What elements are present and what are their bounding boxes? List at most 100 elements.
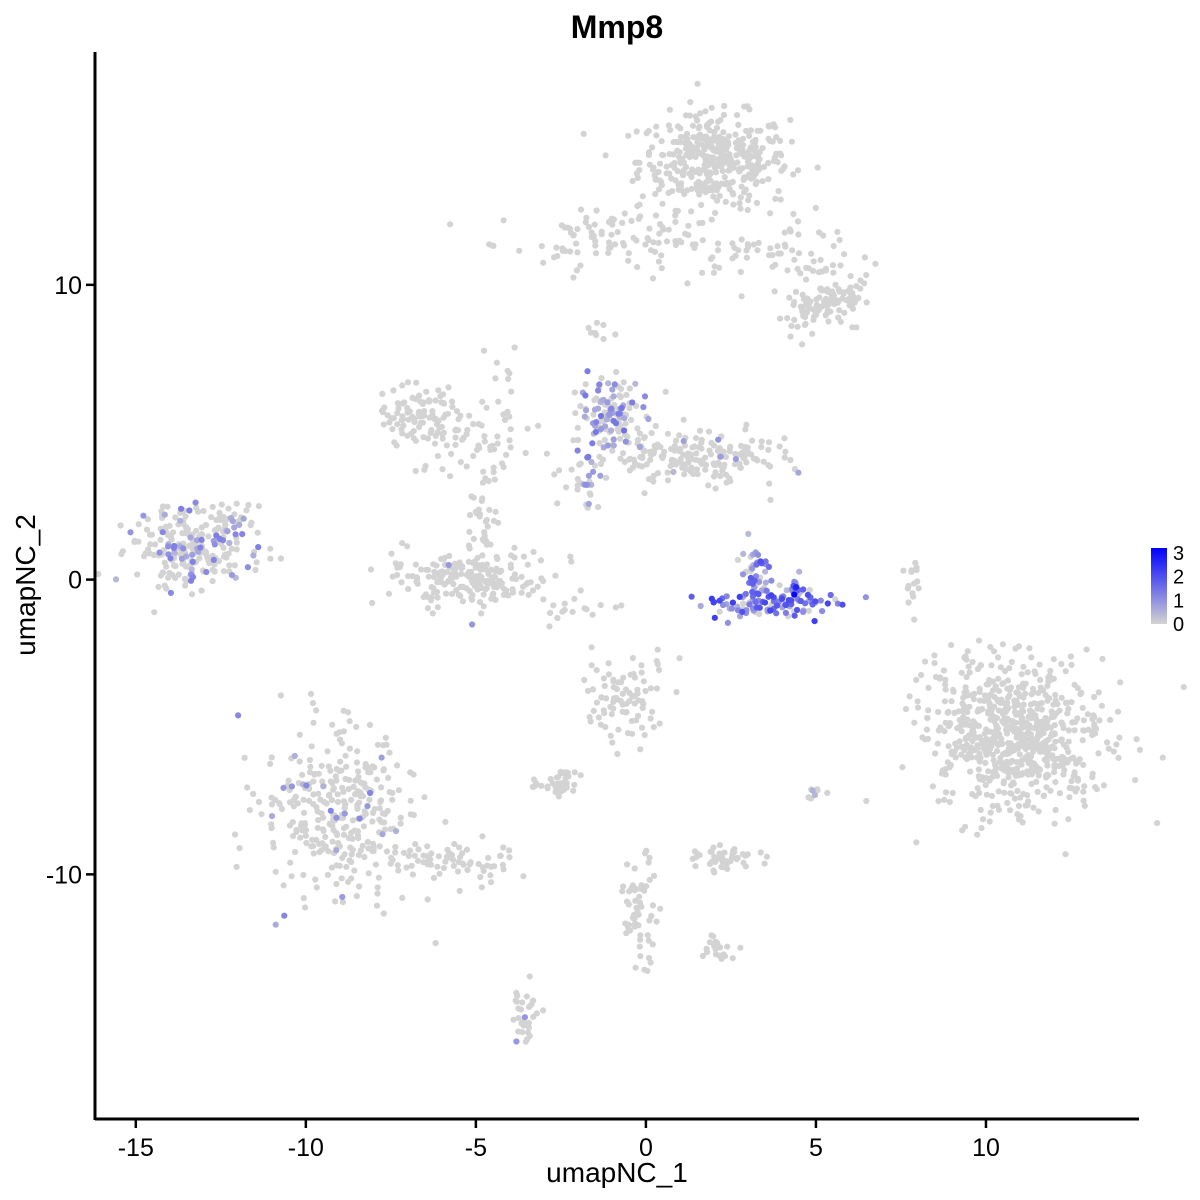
cell-point	[1014, 787, 1021, 795]
cell-point	[359, 842, 366, 849]
cell-point	[591, 397, 598, 404]
cell-point	[1043, 784, 1050, 791]
cell-point	[517, 1006, 525, 1013]
cell-point	[769, 252, 776, 259]
cell-point	[449, 590, 456, 598]
x-axis-label: umapNC_1	[546, 1157, 688, 1188]
cell-point	[658, 453, 665, 460]
cell-point	[394, 862, 401, 869]
cell-point	[440, 865, 447, 872]
cell-point	[479, 479, 486, 486]
cell-point	[568, 466, 575, 473]
cell-point	[638, 669, 645, 676]
cell-point	[353, 759, 360, 766]
cell-point	[440, 555, 447, 563]
cell-point	[608, 405, 615, 412]
cell-point	[376, 805, 383, 812]
cell-point	[1051, 769, 1058, 776]
cell-point	[421, 794, 428, 801]
cell-point	[470, 535, 477, 543]
cell-point	[808, 250, 815, 257]
cell-point	[783, 587, 790, 594]
cell-point	[475, 860, 482, 868]
cell-point	[589, 611, 596, 618]
cell-point	[412, 467, 419, 475]
cell-point	[134, 571, 141, 578]
cell-point	[617, 435, 624, 442]
cell-point	[589, 440, 596, 447]
cell-point	[597, 412, 605, 420]
cell-point	[412, 561, 419, 568]
cell-point	[751, 148, 759, 155]
cell-point	[956, 723, 964, 730]
cell-point	[339, 893, 346, 901]
cell-point	[315, 790, 322, 797]
cell-point	[444, 846, 451, 854]
cell-point	[707, 170, 714, 177]
cell-point	[662, 388, 669, 395]
cell-point	[741, 454, 748, 461]
plot-title: Mmp8	[571, 9, 663, 45]
cell-point	[1061, 758, 1068, 765]
cell-point	[1067, 653, 1074, 660]
cell-point	[771, 288, 778, 295]
cell-point	[836, 236, 843, 244]
cell-point	[1000, 699, 1008, 707]
cell-point	[412, 841, 419, 848]
cell-point	[613, 368, 620, 376]
cell-point	[443, 590, 450, 597]
cell-point	[765, 446, 772, 453]
cell-point	[841, 251, 848, 258]
cell-point	[978, 706, 985, 713]
cell-point	[334, 798, 342, 806]
cell-point	[474, 554, 481, 562]
cell-point	[656, 720, 663, 727]
cell-point	[348, 858, 355, 866]
cell-point	[226, 562, 233, 569]
cell-point	[605, 249, 612, 256]
cell-point	[424, 843, 431, 850]
cell-point	[794, 218, 802, 225]
cell-point	[745, 197, 752, 204]
cell-point	[761, 599, 769, 606]
cell-point	[953, 744, 961, 751]
cell-point	[658, 265, 665, 272]
cell-point	[620, 379, 627, 386]
cell-point	[506, 413, 513, 420]
cell-point	[430, 573, 438, 581]
cell-point	[749, 565, 756, 572]
cell-point	[643, 461, 650, 468]
cell-point	[610, 705, 617, 712]
cell-point	[231, 524, 238, 531]
cell-point	[605, 671, 613, 678]
cell-point	[701, 166, 708, 173]
cell-point	[593, 667, 600, 674]
cell-point	[995, 688, 1003, 695]
cell-point	[597, 426, 605, 433]
cell-point	[1051, 722, 1058, 729]
cell-point	[635, 712, 642, 720]
cell-point	[739, 571, 747, 578]
cell-point	[650, 872, 658, 880]
cell-point	[703, 945, 710, 952]
cell-point	[781, 241, 788, 248]
cell-point	[280, 882, 287, 889]
cell-point	[942, 766, 949, 773]
cell-point	[1115, 754, 1122, 761]
cell-point	[436, 870, 443, 877]
cell-point	[354, 748, 361, 755]
cell-point	[458, 570, 465, 578]
cell-point	[386, 419, 393, 426]
cell-point	[228, 545, 235, 552]
cell-point	[243, 507, 250, 514]
cell-point	[210, 556, 217, 564]
cell-point	[720, 111, 728, 119]
cell-point	[963, 741, 970, 748]
cell-point	[964, 692, 971, 699]
cell-point	[547, 776, 554, 783]
cell-point	[782, 448, 789, 455]
cell-point	[776, 443, 783, 450]
cell-point	[450, 580, 457, 588]
cell-point	[777, 315, 784, 322]
cell-point	[1019, 819, 1026, 826]
